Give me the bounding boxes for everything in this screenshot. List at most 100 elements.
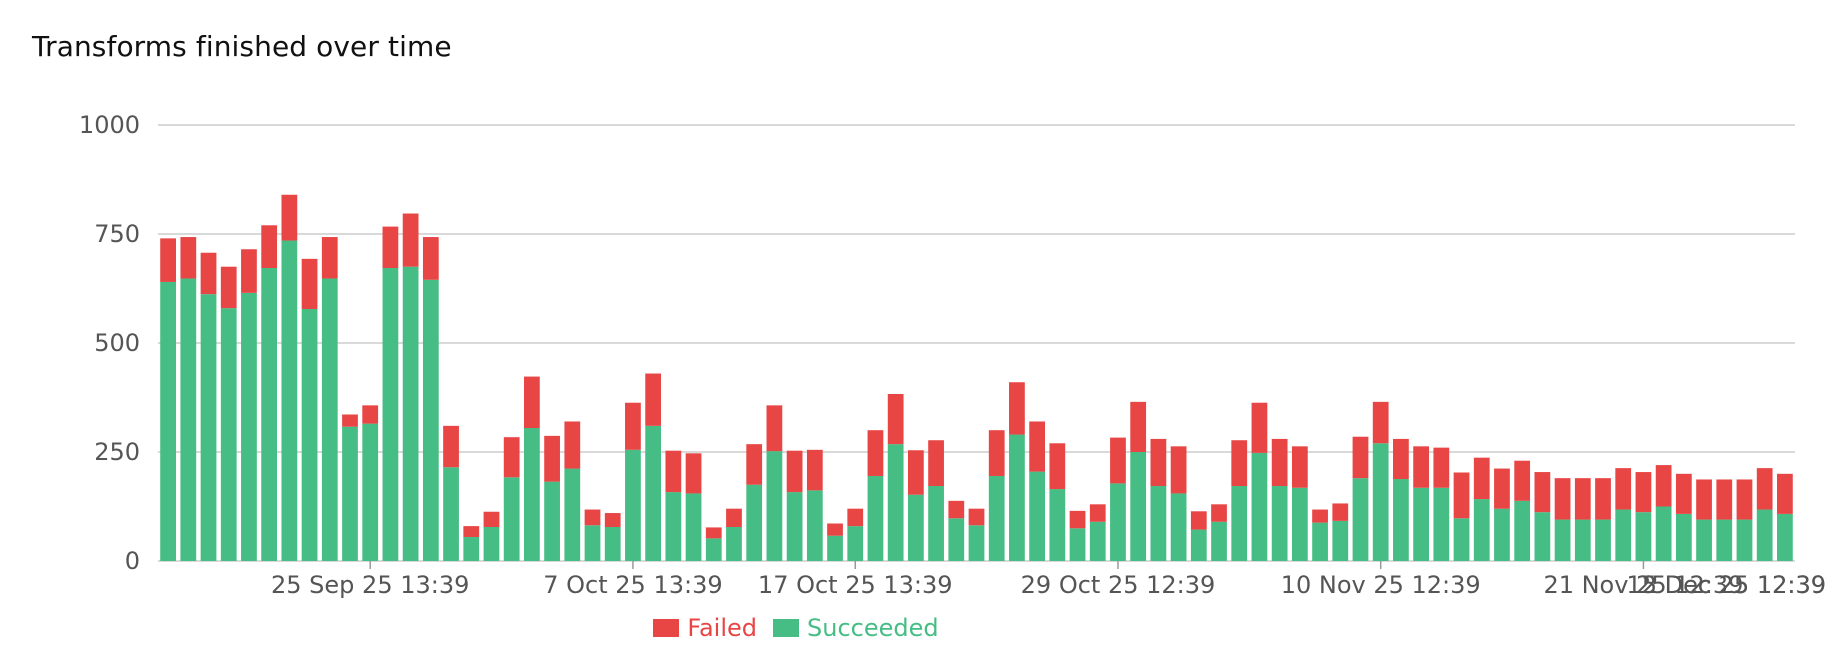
legend-item-failed[interactable]: Failed <box>653 614 757 642</box>
bar-failed <box>685 453 702 494</box>
bar-failed <box>867 430 884 476</box>
bar-failed <box>1534 472 1551 513</box>
bar-failed <box>564 421 581 469</box>
bar-failed <box>1756 468 1773 510</box>
bar-failed <box>1332 503 1349 521</box>
bar-succeeded <box>988 475 1005 561</box>
bar-succeeded <box>1574 519 1591 561</box>
bar-failed <box>1190 511 1207 530</box>
bar-succeeded <box>200 294 217 561</box>
bar-succeeded <box>1635 512 1652 561</box>
bar-succeeded <box>726 526 742 561</box>
bar-succeeded <box>1049 489 1066 561</box>
bar-failed <box>1089 504 1106 522</box>
bar-succeeded <box>261 268 278 561</box>
bar-succeeded <box>1130 452 1147 561</box>
bar-succeeded <box>786 492 803 561</box>
bar-failed <box>1716 479 1733 520</box>
bar-failed <box>705 527 722 539</box>
bar-failed <box>1433 447 1450 488</box>
bar-failed <box>362 405 379 424</box>
bar-failed <box>1352 436 1369 479</box>
bar-succeeded <box>746 484 763 561</box>
bar-failed <box>544 435 560 482</box>
bar-failed <box>1150 438 1167 487</box>
bar-succeeded <box>524 428 540 561</box>
bar-failed <box>988 430 1005 476</box>
bar-failed <box>1130 401 1147 452</box>
bar-succeeded <box>362 423 379 561</box>
bar-failed <box>1271 438 1288 487</box>
bar-failed <box>241 249 257 293</box>
bar-failed <box>928 440 944 487</box>
bar-succeeded <box>1655 506 1672 561</box>
legend-item-succeeded[interactable]: Succeeded <box>773 614 939 642</box>
bar-succeeded <box>887 444 904 561</box>
bar-failed <box>1777 473 1793 514</box>
bar-succeeded <box>1069 528 1086 561</box>
bar-failed <box>968 508 985 526</box>
bar-failed <box>180 237 197 279</box>
y-tick-label: 500 <box>94 329 140 357</box>
bar-failed <box>645 373 662 426</box>
bar-failed <box>1231 440 1248 487</box>
bar-failed <box>1393 438 1409 480</box>
x-tick-label: 29 Oct 25 12:39 <box>1021 571 1216 599</box>
legend-swatch-failed <box>653 619 680 637</box>
bar-succeeded <box>1089 521 1106 561</box>
bar-succeeded <box>544 481 560 561</box>
bar-succeeded <box>402 266 419 561</box>
bar-failed <box>1615 468 1632 510</box>
bar-failed <box>160 238 176 282</box>
bar-succeeded <box>1696 519 1712 561</box>
bar-succeeded <box>382 268 399 561</box>
bar-failed <box>1049 443 1066 490</box>
bar-failed <box>281 194 298 241</box>
bar-succeeded <box>241 292 257 561</box>
bar-succeeded <box>645 425 662 561</box>
bar-failed <box>827 523 843 536</box>
bar-succeeded <box>160 281 176 561</box>
bar-succeeded <box>422 279 439 561</box>
bar-failed <box>1211 504 1227 522</box>
y-tick-label: 1000 <box>79 111 140 139</box>
legend-label-failed: Failed <box>687 614 758 642</box>
bar-succeeded <box>321 278 338 561</box>
bar-succeeded <box>1291 487 1308 561</box>
bar-succeeded <box>1756 509 1773 561</box>
bar-failed <box>726 508 742 527</box>
bar-succeeded <box>827 535 843 561</box>
bar-succeeded <box>685 493 702 561</box>
bar-failed <box>524 376 540 429</box>
bar-succeeded <box>1352 478 1369 561</box>
x-tick-label: 2 Dec 25 12:39 <box>1642 571 1826 599</box>
bar-failed <box>1170 446 1187 494</box>
bar-failed <box>301 258 318 309</box>
bar-succeeded <box>766 451 783 561</box>
bar-failed <box>321 237 338 279</box>
bar-failed <box>1736 479 1753 520</box>
chart-legend: Failed Succeeded <box>0 614 1712 642</box>
bar-succeeded <box>1372 443 1389 561</box>
bar-succeeded <box>463 537 480 561</box>
bar-succeeded <box>443 467 459 561</box>
bar-failed <box>1413 446 1429 488</box>
bar-succeeded <box>1736 519 1753 561</box>
bar-failed <box>584 509 601 526</box>
bar-succeeded <box>1494 508 1510 561</box>
bar-failed <box>1574 478 1591 520</box>
bar-failed <box>1453 472 1470 519</box>
bar-succeeded <box>584 525 601 561</box>
bar-failed <box>1372 401 1389 444</box>
bar-succeeded <box>1595 519 1611 561</box>
bar-failed <box>342 414 358 427</box>
bar-failed <box>483 511 500 527</box>
x-tick-label: 17 Oct 25 13:39 <box>758 571 953 599</box>
bar-succeeded <box>1393 479 1409 561</box>
bar-failed <box>422 237 439 280</box>
bar-succeeded <box>1170 493 1187 561</box>
bar-failed <box>1635 472 1652 513</box>
bar-succeeded <box>301 308 318 561</box>
